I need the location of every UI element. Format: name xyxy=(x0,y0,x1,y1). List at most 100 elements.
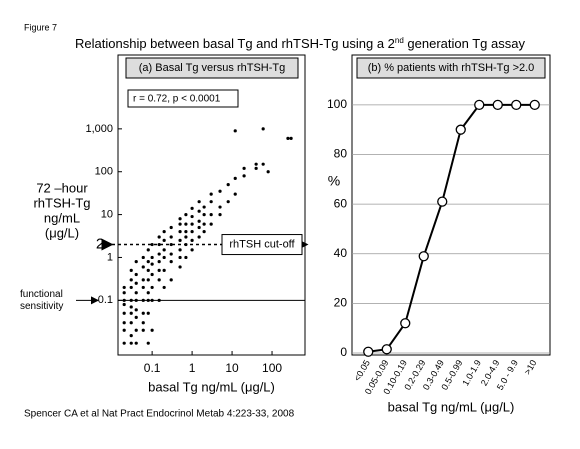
point xyxy=(202,205,206,209)
point xyxy=(184,212,188,217)
point xyxy=(190,230,194,234)
point xyxy=(197,235,201,239)
point xyxy=(184,230,188,234)
point xyxy=(129,321,133,325)
point xyxy=(202,222,206,226)
reference-label: functional xyxy=(20,289,63,300)
point xyxy=(122,291,126,295)
y-axis-label: (μg/L) xyxy=(45,225,79,240)
annotation-box xyxy=(127,89,239,108)
point xyxy=(150,328,154,332)
x-tick-label: 1 xyxy=(189,361,196,375)
point xyxy=(150,242,154,247)
y-axis-label: % xyxy=(328,173,340,189)
line xyxy=(368,103,535,353)
point xyxy=(134,291,138,295)
point xyxy=(474,99,485,111)
y-tick-label: 10 xyxy=(101,208,113,220)
point xyxy=(162,230,166,234)
y-tick-label: 1,000 xyxy=(85,123,113,135)
point xyxy=(363,346,374,357)
panel-a-header xyxy=(125,57,299,79)
point xyxy=(134,315,138,319)
y-tick-label: 1 xyxy=(107,251,113,263)
x-tick-label: 0.1 xyxy=(144,361,161,375)
point xyxy=(209,192,213,196)
point xyxy=(141,278,145,282)
point xyxy=(162,238,166,242)
y-tick-label: 20 xyxy=(334,296,348,310)
point xyxy=(134,281,138,285)
point xyxy=(157,268,161,272)
panel-b-header xyxy=(356,57,546,79)
point xyxy=(218,205,222,209)
point xyxy=(184,222,188,226)
point xyxy=(150,255,154,260)
point xyxy=(150,262,154,266)
point xyxy=(141,321,145,325)
point xyxy=(492,99,503,111)
point xyxy=(169,225,173,230)
point xyxy=(146,291,150,295)
point xyxy=(141,255,145,260)
annotation: r = 0.72, p < 0.0001 xyxy=(133,94,221,105)
point xyxy=(233,129,237,133)
citation: Spencer CA et al Nat Pract Endocrinol Me… xyxy=(24,409,295,420)
point xyxy=(197,209,201,213)
point xyxy=(134,328,138,332)
point xyxy=(129,341,133,345)
point xyxy=(129,311,133,315)
y-tick-label: 80 xyxy=(334,147,348,161)
y-axis-label: 72 –hour xyxy=(36,180,88,195)
point xyxy=(242,166,246,170)
point xyxy=(289,136,293,140)
point xyxy=(226,183,230,187)
point xyxy=(184,235,188,239)
point xyxy=(122,285,126,290)
point xyxy=(455,124,466,135)
panel-b-frame xyxy=(351,54,551,356)
point xyxy=(134,272,138,277)
point xyxy=(169,278,173,282)
point xyxy=(190,238,194,242)
point xyxy=(381,344,392,355)
point xyxy=(178,217,182,221)
point xyxy=(209,212,213,217)
point xyxy=(141,265,145,269)
point xyxy=(178,265,182,269)
point xyxy=(233,176,237,180)
point xyxy=(178,230,182,234)
point xyxy=(437,196,448,207)
point xyxy=(266,170,270,174)
point xyxy=(197,219,201,223)
point xyxy=(146,248,150,252)
point xyxy=(190,206,194,210)
point xyxy=(146,260,150,264)
point xyxy=(418,251,429,262)
point xyxy=(141,311,145,315)
point xyxy=(122,341,126,345)
y-tick-label: 60 xyxy=(334,196,348,210)
point xyxy=(122,302,126,307)
point xyxy=(162,268,166,272)
x-tick-label: 10 xyxy=(225,361,239,375)
point xyxy=(122,311,126,315)
reference-value: 2 xyxy=(96,236,104,253)
y-tick-label: 0 xyxy=(340,345,347,359)
annotation-box xyxy=(221,234,303,256)
point xyxy=(209,200,213,204)
panel-a-frame xyxy=(117,54,306,356)
point xyxy=(157,278,161,282)
x-axis-label: basal Tg ng/mL (μg/L) xyxy=(148,379,275,394)
y-tick-label: 100 xyxy=(327,97,347,111)
x-tick-label: 100 xyxy=(262,361,282,375)
x-axis-label: basal Tg ng/mL (μg/L) xyxy=(388,399,515,414)
point xyxy=(141,285,145,290)
point xyxy=(162,255,166,260)
point xyxy=(146,311,150,315)
y-tick-label: 0.1 xyxy=(98,294,113,306)
point xyxy=(202,230,206,234)
point xyxy=(146,278,150,282)
point xyxy=(261,162,265,166)
